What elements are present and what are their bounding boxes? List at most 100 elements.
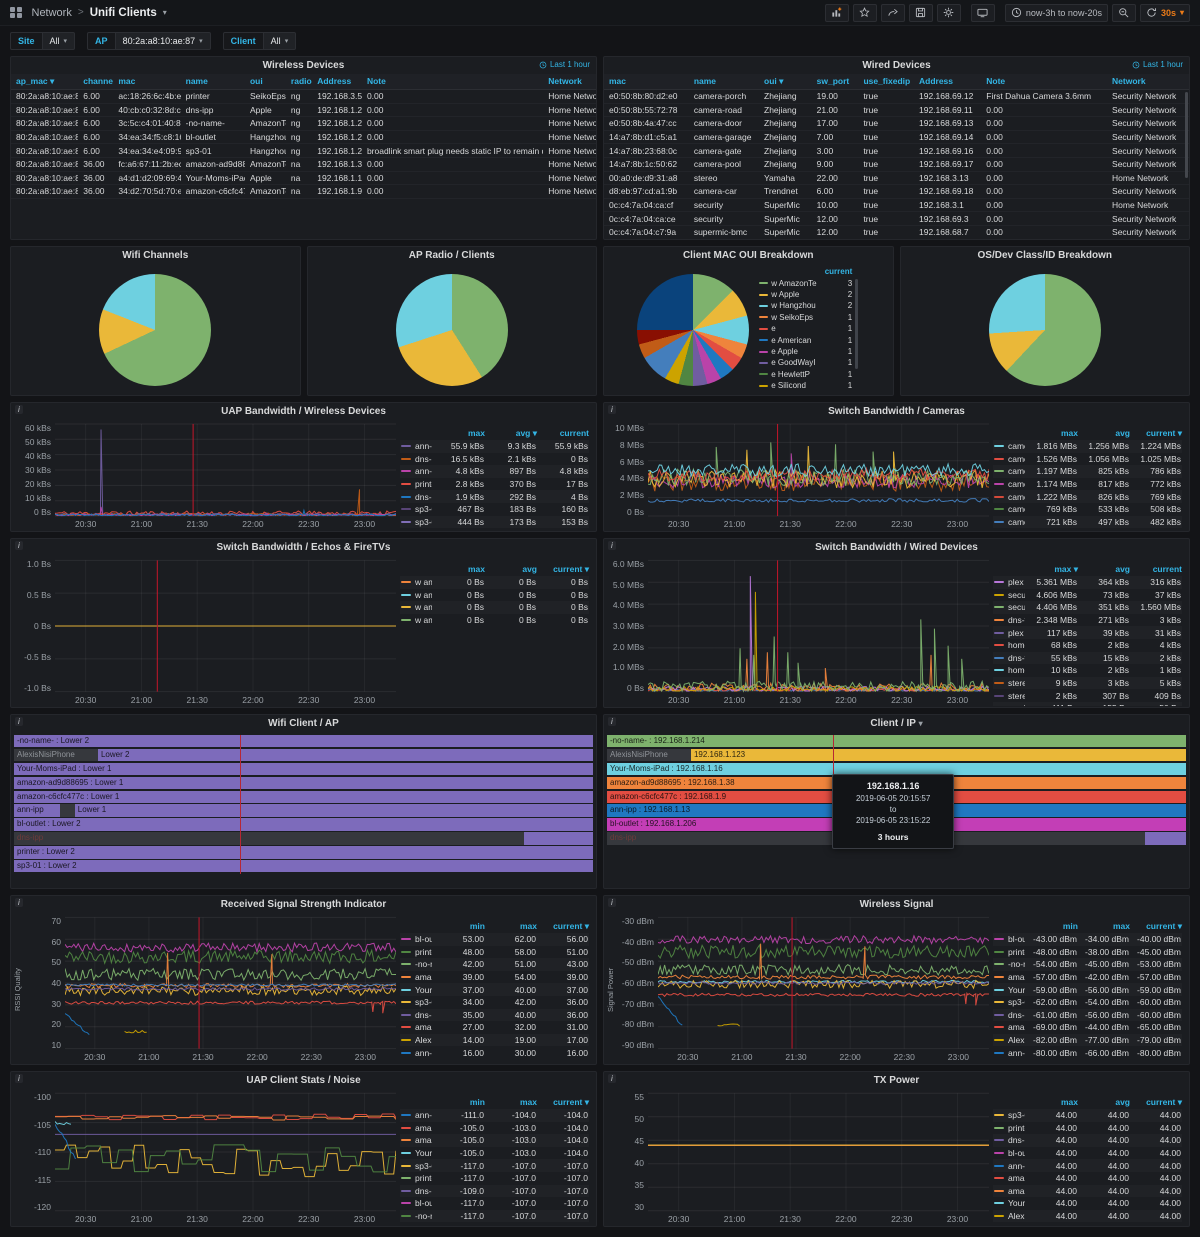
legend-series-label[interactable]: security Tx: [1008, 589, 1025, 600]
legend-series-label[interactable]: w AmazonTe: [771, 278, 817, 288]
legend-series-label[interactable]: camera-pool Rx: [1008, 466, 1025, 477]
legend-column-header[interactable]: current: [824, 266, 853, 276]
legend-series-label[interactable]: AlexisNisiPhone: [1008, 1035, 1025, 1046]
dashboards-grid-icon[interactable]: [10, 6, 22, 19]
legend-series-label[interactable]: AlexisNisiPhone: [415, 1035, 432, 1046]
legend-series-label[interactable]: bl-outlet: [415, 1198, 432, 1209]
panel-info-icon[interactable]: i: [608, 1074, 616, 1083]
breadcrumb-folder[interactable]: Network: [31, 6, 72, 19]
legend-series-label[interactable]: w amazon-ad9d88695 Rx: [415, 615, 432, 626]
column-header[interactable]: radio: [290, 76, 312, 86]
graph-plot[interactable]: [55, 423, 396, 517]
legend-column-header[interactable]: max: [1060, 1097, 1078, 1107]
legend-series-label[interactable]: homerun Rx: [1008, 640, 1025, 651]
panel-title[interactable]: Wifi Client / AP: [268, 718, 339, 729]
column-header[interactable]: mac: [609, 76, 627, 86]
legend-series-label[interactable]: dns-ipp: [415, 1185, 432, 1196]
legend-series-label[interactable]: camera-door Tx: [1008, 529, 1025, 530]
panel-title[interactable]: TX Power: [873, 1075, 920, 1086]
timeline-row[interactable]: Your-Moms-iPad : 192.168.1.16: [607, 762, 1186, 776]
graph-plot[interactable]: [658, 916, 989, 1050]
share-dashboard-button[interactable]: [880, 3, 905, 22]
legend-series-label[interactable]: Your-Moms-iPad: [1008, 1198, 1025, 1209]
column-header[interactable]: oui ▾: [764, 76, 784, 86]
time-range-picker[interactable]: now-3h to now-20s: [1004, 3, 1108, 22]
panel-title[interactable]: Switch Bandwidth / Wired Devices: [815, 542, 978, 553]
column-header[interactable]: use_fixedip: [863, 76, 911, 86]
legend-series-label[interactable]: plex Rx: [1008, 577, 1025, 588]
timeline-row[interactable]: AlexisNisiPhone 192.168.1.123: [607, 748, 1186, 762]
timeline-row[interactable]: -no-name- : Lower 2: [14, 735, 593, 748]
legend-series-label[interactable]: sp3-01 Rx: [415, 516, 432, 527]
column-header[interactable]: name: [693, 76, 717, 86]
legend-column-header[interactable]: max ▾: [1054, 564, 1078, 574]
legend-series-label[interactable]: stereo Rx: [1008, 690, 1025, 701]
legend-series-label[interactable]: w Apple: [771, 290, 800, 300]
panel-info-icon[interactable]: i: [608, 717, 616, 726]
legend-series-label[interactable]: homerun Tx: [1008, 665, 1025, 676]
panel-title[interactable]: Wired Devices: [862, 60, 931, 71]
legend-series-label[interactable]: bl-outlet: [1008, 1148, 1025, 1159]
legend-series-label[interactable]: AlexisNisiPhone Tx: [415, 529, 432, 530]
legend-column-header[interactable]: max: [467, 428, 485, 438]
legend-column-header[interactable]: avg: [1115, 1097, 1130, 1107]
legend-series-label[interactable]: e HewlettP: [771, 369, 810, 379]
dashboard-title-chevron-icon[interactable]: ▾: [162, 8, 167, 17]
legend-series-label[interactable]: printer: [415, 946, 432, 957]
legend-series-label[interactable]: e American: [771, 335, 812, 345]
time-override-badge[interactable]: Last 1 hour: [539, 60, 590, 69]
legend-column-header[interactable]: max: [519, 1097, 537, 1107]
legend-column-header[interactable]: min: [1062, 921, 1078, 931]
legend-series-label[interactable]: printer Rx: [415, 479, 432, 490]
legend-column-header[interactable]: max: [467, 564, 485, 574]
add-panel-button[interactable]: [824, 3, 849, 22]
legend-series-label[interactable]: ann-ipp: [415, 1110, 432, 1121]
column-header[interactable]: Network: [548, 76, 582, 86]
legend-column-header[interactable]: current: [1152, 564, 1182, 574]
legend-series-label[interactable]: Your-Moms-iPad: [415, 984, 432, 995]
panel-title[interactable]: AP Radio / Clients: [408, 250, 495, 261]
legend-series-label[interactable]: camera-door Rx: [1008, 441, 1025, 452]
legend-series-label[interactable]: ann-ipp Rx: [415, 466, 432, 477]
pie-chart[interactable]: [988, 273, 1101, 386]
legend-column-header[interactable]: max: [1060, 428, 1078, 438]
legend-series-label[interactable]: -no-name-: [415, 959, 432, 970]
pie-chart[interactable]: [395, 273, 508, 386]
legend-column-header[interactable]: current ▾: [553, 1097, 589, 1107]
legend-series-label[interactable]: dns-ipp: [1008, 1009, 1025, 1020]
legend-series-label[interactable]: Your-Moms-iPad: [415, 1148, 432, 1159]
legend-series-label[interactable]: security Rx: [1008, 602, 1025, 613]
legend-series-label[interactable]: camera-porch Rx: [1008, 516, 1025, 527]
timeline-row[interactable]: Your-Moms-iPad : Lower 1: [14, 762, 593, 776]
legend-column-header[interactable]: min: [469, 1097, 485, 1107]
legend-series-label[interactable]: stereo Tx: [1008, 678, 1025, 689]
legend-series-label[interactable]: w SeikoEps: [771, 312, 814, 322]
legend-series-label[interactable]: AlexisNisiPhone: [1008, 1211, 1025, 1222]
legend-series-label[interactable]: e: [771, 324, 776, 334]
panel-title[interactable]: Switch Bandwidth / Echos & FireTVs: [216, 542, 391, 553]
legend-series-label[interactable]: plex Tx: [1008, 627, 1025, 638]
legend-series-label[interactable]: bl-outlet: [1008, 934, 1025, 945]
column-header[interactable]: sw_port: [816, 76, 850, 86]
legend-series-label[interactable]: camera-gate Rx: [1008, 479, 1025, 490]
filter-client-value[interactable]: All ▾: [263, 32, 297, 50]
legend-series-label[interactable]: ann-ipp: [415, 1047, 432, 1058]
panel-info-icon[interactable]: i: [15, 541, 23, 550]
legend-series-label[interactable]: sp3-01: [415, 1160, 432, 1171]
legend-column-header[interactable]: avg ▾: [515, 428, 537, 438]
column-header[interactable]: Note: [986, 76, 1006, 86]
panel-title[interactable]: Switch Bandwidth / Cameras: [828, 406, 965, 417]
graph-plot[interactable]: [648, 1092, 989, 1212]
timeline-row[interactable]: printer : Lower 2: [14, 846, 593, 859]
legend-series-label[interactable]: -no-name-: [1008, 959, 1025, 970]
legend-series-label[interactable]: ann-ipp: [1008, 1047, 1025, 1058]
pie-chart[interactable]: [637, 273, 750, 386]
legend-column-header[interactable]: current ▾: [1146, 428, 1182, 438]
legend-series-label[interactable]: amazon-c6cfc477c: [415, 1122, 432, 1133]
scrollbar-thumb[interactable]: [855, 278, 859, 370]
column-header[interactable]: ap_mac ▾: [16, 76, 55, 86]
column-header[interactable]: oui: [249, 76, 263, 86]
legend-series-label[interactable]: dns-twt-wired Rx: [1008, 652, 1025, 663]
column-header[interactable]: Network: [1112, 76, 1146, 86]
legend-series-label[interactable]: bl-outlet: [415, 934, 432, 945]
